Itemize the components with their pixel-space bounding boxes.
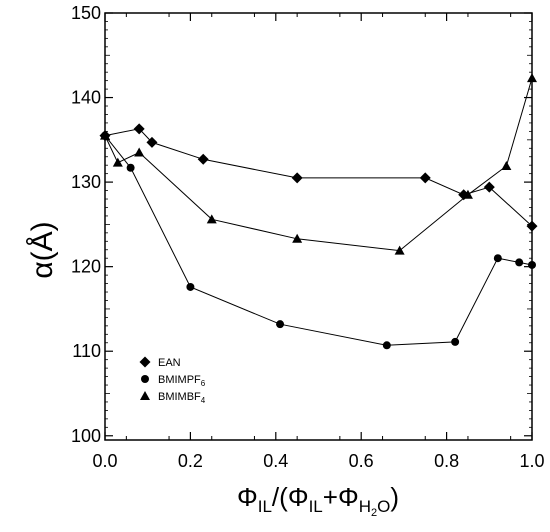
data-point-circle (493, 254, 502, 263)
x-title-sub-h: H (359, 497, 371, 516)
data-point-diamond (419, 172, 431, 184)
data-point-diamond (146, 136, 158, 148)
x-axis-title: ΦIL/(ΦIL+ΦH2O) (237, 482, 399, 519)
x-title-plus: + (323, 482, 338, 512)
y-tick-label: 100 (71, 426, 101, 446)
tick-labels: 0.0 0.2 0.4 0.6 0.8 1.0 100 110 120 130 140 150 (71, 3, 545, 471)
series-line-2 (104, 77, 533, 252)
y-tick-label: 150 (71, 3, 101, 23)
data-point-circle (528, 260, 536, 269)
x-tick-label: 1.0 (519, 451, 544, 471)
x-title-sub-2: 2 (371, 507, 377, 519)
data-point-triangle (112, 157, 123, 167)
x-title-phi-1: Φ (237, 482, 258, 512)
x-title-sub-il-1: IL (258, 497, 272, 516)
data-point-diamond (133, 123, 145, 135)
data-point-circle (515, 258, 524, 267)
series-line-0 (104, 128, 533, 227)
data-point-triangle (501, 161, 512, 171)
series-lines (104, 77, 533, 346)
data-point-triangle (527, 73, 537, 83)
x-tick-label: 0.4 (263, 451, 288, 471)
y-tick-label: 140 (71, 88, 101, 108)
data-point-triangle (134, 147, 145, 157)
y-tick-label: 120 (71, 257, 101, 277)
legend-marker-triangle (140, 391, 150, 400)
x-title-sub-il-2: IL (309, 497, 323, 516)
data-point-circle (451, 337, 460, 346)
y-axis-title: α(Å) (26, 221, 59, 278)
legend-marker-diamond (139, 356, 151, 368)
data-point-circle (126, 163, 135, 172)
data-point-circle (382, 341, 391, 350)
data-point-diamond (197, 153, 209, 165)
x-tick-label: 0.2 (178, 451, 203, 471)
x-title-phi-3: Φ (338, 482, 359, 512)
x-tick-label: 0.0 (92, 451, 117, 471)
data-point-diamond (526, 220, 538, 232)
data-point-diamond (483, 181, 495, 193)
data-point-diamond (291, 172, 303, 184)
legend: EAN BMIMPF6 BMIMBF4 (139, 356, 206, 405)
data-point-triangle (394, 245, 405, 255)
y-tick-label: 130 (71, 172, 101, 192)
x-tick-label: 0.8 (434, 451, 459, 471)
legend-marker-circle (141, 375, 149, 383)
legend-label: EAN (158, 357, 181, 369)
x-title-open: /( (272, 482, 288, 512)
legend-label: BMIMBF4 (158, 391, 206, 405)
y-tick-label: 110 (72, 341, 101, 361)
x-tick-label: 0.6 (349, 451, 374, 471)
x-title-close: ) (390, 482, 399, 512)
data-point-triangle (206, 214, 217, 224)
ticks (104, 12, 533, 440)
data-point-circle (186, 282, 195, 291)
data-point-triangle (100, 130, 110, 140)
legend-label: BMIMPF6 (158, 374, 206, 388)
x-title-sub-o: O (377, 497, 390, 516)
data-point-circle (276, 320, 285, 329)
series-line-1 (104, 135, 533, 346)
data-point-triangle (292, 233, 303, 243)
series-points (99, 73, 538, 350)
data-point-triangle (462, 189, 473, 199)
x-title-phi-2: Φ (288, 482, 309, 512)
